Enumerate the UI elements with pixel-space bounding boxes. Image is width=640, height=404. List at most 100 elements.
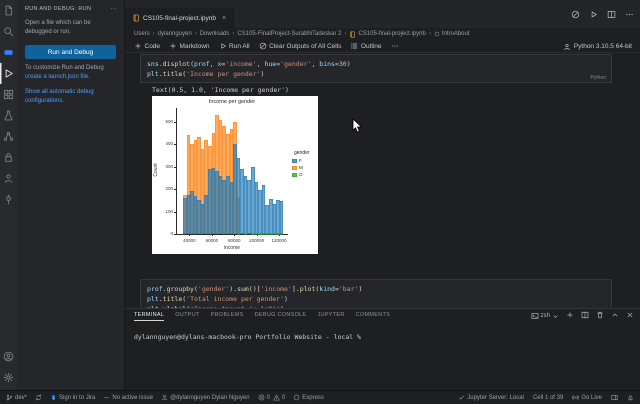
panel-tab-jupyter[interactable]: JUPYTER — [317, 312, 345, 318]
activity-remote-plug[interactable] — [0, 189, 17, 210]
more-actions-button[interactable] — [391, 42, 399, 50]
sync-status-item[interactable] — [35, 394, 42, 401]
run-all-button[interactable]: Run All — [219, 42, 250, 50]
active-issue-status-item[interactable]: No active issue — [103, 394, 153, 401]
hist-bar-f — [254, 182, 259, 234]
express-status-item[interactable]: Express — [293, 394, 324, 401]
jira-signin-status-item[interactable]: Sign in to Jira — [50, 394, 95, 401]
tab-action-circle-slash[interactable] — [571, 6, 580, 24]
hist-bar-f — [197, 200, 201, 234]
problems-errors-label: 0 — [266, 394, 270, 401]
activity-explorer[interactable] — [0, 0, 17, 21]
tab-action-ellipsis[interactable] — [625, 6, 634, 24]
activity-dependency-graph[interactable] — [0, 126, 17, 147]
x-tick-label: 120000 — [271, 237, 287, 243]
breadcrumb-item[interactable]: CS105-FinalProject-SurabhiTadeskar 2 — [237, 31, 341, 37]
user-status-item[interactable]: @dylannguyen Dylan Nguyen — [161, 394, 250, 401]
activity-source-control-badge[interactable] — [0, 42, 17, 63]
go-live-status-item[interactable]: Go Live — [572, 394, 602, 401]
problems-warnings-status-item[interactable]: 0 — [273, 394, 285, 401]
y-tick-mark — [174, 166, 176, 168]
error-icon — [258, 394, 265, 401]
activity-extensions[interactable] — [0, 84, 17, 105]
problems-errors-status-item[interactable]: 0 — [258, 394, 270, 401]
terminal-prompt[interactable]: dylannguyen@dylans-macbook-pro Portfolio… — [134, 333, 361, 341]
show-configs-link[interactable]: Show all automatic debug configurations. — [25, 89, 94, 104]
hist-bar-m — [197, 137, 201, 234]
panel-tab-problems[interactable]: PROBLEMS — [210, 312, 244, 318]
user-label: @dylannguyen Dylan Nguyen — [170, 394, 250, 401]
mouse-cursor — [352, 118, 363, 139]
activity-profile-person[interactable] — [0, 168, 17, 189]
shell-label: zsh — [540, 313, 550, 319]
hist-bar-f — [222, 180, 226, 234]
breadcrumb-item[interactable]: dylannguyen — [158, 31, 192, 37]
activity-account[interactable] — [0, 346, 17, 367]
code-cell-2[interactable]: prof.groupby('gender').sum()['income'].p… — [140, 279, 612, 308]
activity-lock[interactable] — [0, 147, 17, 168]
launch-json-link[interactable]: create a launch.json file. — [25, 74, 90, 80]
source-control-badge-icon — [3, 47, 14, 58]
y-tick-mark — [174, 144, 176, 145]
play-icon — [219, 42, 227, 50]
cell-indicator-status-item[interactable]: Cell 1 of 39 — [533, 395, 563, 401]
breadcrumb-label: Downloads — [199, 31, 230, 37]
panel-tab-output[interactable]: OUTPUT — [175, 312, 200, 318]
panel-tab-debug-console[interactable]: DEBUG CONSOLE — [254, 312, 307, 318]
panel-action-chevron-up[interactable] — [611, 311, 619, 321]
warning-icon — [273, 394, 280, 401]
hist-bar-f — [211, 167, 216, 234]
x-tick-mark — [211, 234, 213, 236]
breadcrumb-item[interactable]: IntroAbout — [434, 31, 470, 37]
panel-tab-terminal[interactable]: TERMINAL — [134, 312, 165, 321]
jupyter-server-status-item[interactable]: Jupyter Server: Local — [458, 394, 524, 401]
panel-action-close[interactable] — [626, 311, 634, 321]
breadcrumb-item[interactable]: CS105-final-project.ipynb — [349, 31, 426, 38]
tab-close-icon[interactable]: × — [221, 14, 227, 22]
notifications-status-item[interactable] — [627, 394, 634, 401]
tab-action-play[interactable] — [589, 6, 598, 24]
shell-selector[interactable]: zsh — [531, 312, 559, 320]
activity-settings-gear[interactable] — [0, 367, 17, 388]
activity-search[interactable] — [0, 21, 17, 42]
hist-bar-f — [218, 175, 223, 234]
clear-outputs-button[interactable]: Clear Outputs of All Cells — [259, 42, 341, 50]
jira-icon — [50, 394, 57, 401]
activity-testing-beaker[interactable] — [0, 105, 17, 126]
panel-action-split-editor[interactable] — [581, 311, 589, 321]
terminal-panel: TERMINAL OUTPUT PROBLEMS DEBUG CONSOLE JUPYT… — [125, 308, 640, 390]
tab-notebook[interactable]: CS105-final-project.ipynb × — [125, 8, 235, 28]
new-markdown-cell-button[interactable]: Markdown — [169, 42, 210, 50]
panel-action-plus[interactable] — [566, 311, 574, 321]
interpreter-selector[interactable]: Python 3.10.5 64-bit — [563, 40, 632, 53]
activity-run-and-debug[interactable] — [0, 63, 17, 84]
sidebar-more-actions[interactable]: ··· — [110, 6, 117, 12]
hist-bar-m — [190, 144, 194, 234]
x-tick-label: 60000 — [205, 237, 219, 243]
run-and-debug-button[interactable]: Run and Debug — [25, 45, 116, 59]
outline-button[interactable]: Outline — [350, 42, 382, 50]
legend-swatch — [292, 172, 297, 177]
hist-bar-f — [225, 175, 230, 234]
hist-bar-o — [268, 233, 273, 234]
breadcrumb-item[interactable]: Users — [134, 31, 150, 37]
express-label: Express — [302, 394, 324, 401]
tab-action-split-editor[interactable] — [607, 6, 616, 24]
plus-icon — [169, 42, 177, 50]
screencast-status-item[interactable] — [611, 394, 618, 401]
new-code-cell-button[interactable]: Code — [134, 42, 160, 50]
panel-tab-comments[interactable]: COMMENTS — [355, 312, 391, 318]
y-tick-mark — [174, 189, 176, 190]
hist-bar-o — [190, 233, 194, 234]
hist-bar-f — [265, 204, 269, 234]
code-cell-1[interactable]: sns.displot(prof, x='income', hue='gende… — [140, 54, 612, 83]
git-branch-status-item[interactable]: dev* — [6, 394, 27, 401]
outline-icon — [350, 42, 358, 50]
x-axis-spine — [176, 234, 288, 235]
hist-bar-f — [272, 203, 277, 234]
hist-bar-o — [236, 233, 241, 234]
circle-icon — [293, 394, 300, 401]
breadcrumb-item[interactable]: Downloads — [200, 31, 230, 37]
panel-action-trash[interactable] — [596, 311, 604, 321]
x-tick-mark — [279, 234, 280, 236]
